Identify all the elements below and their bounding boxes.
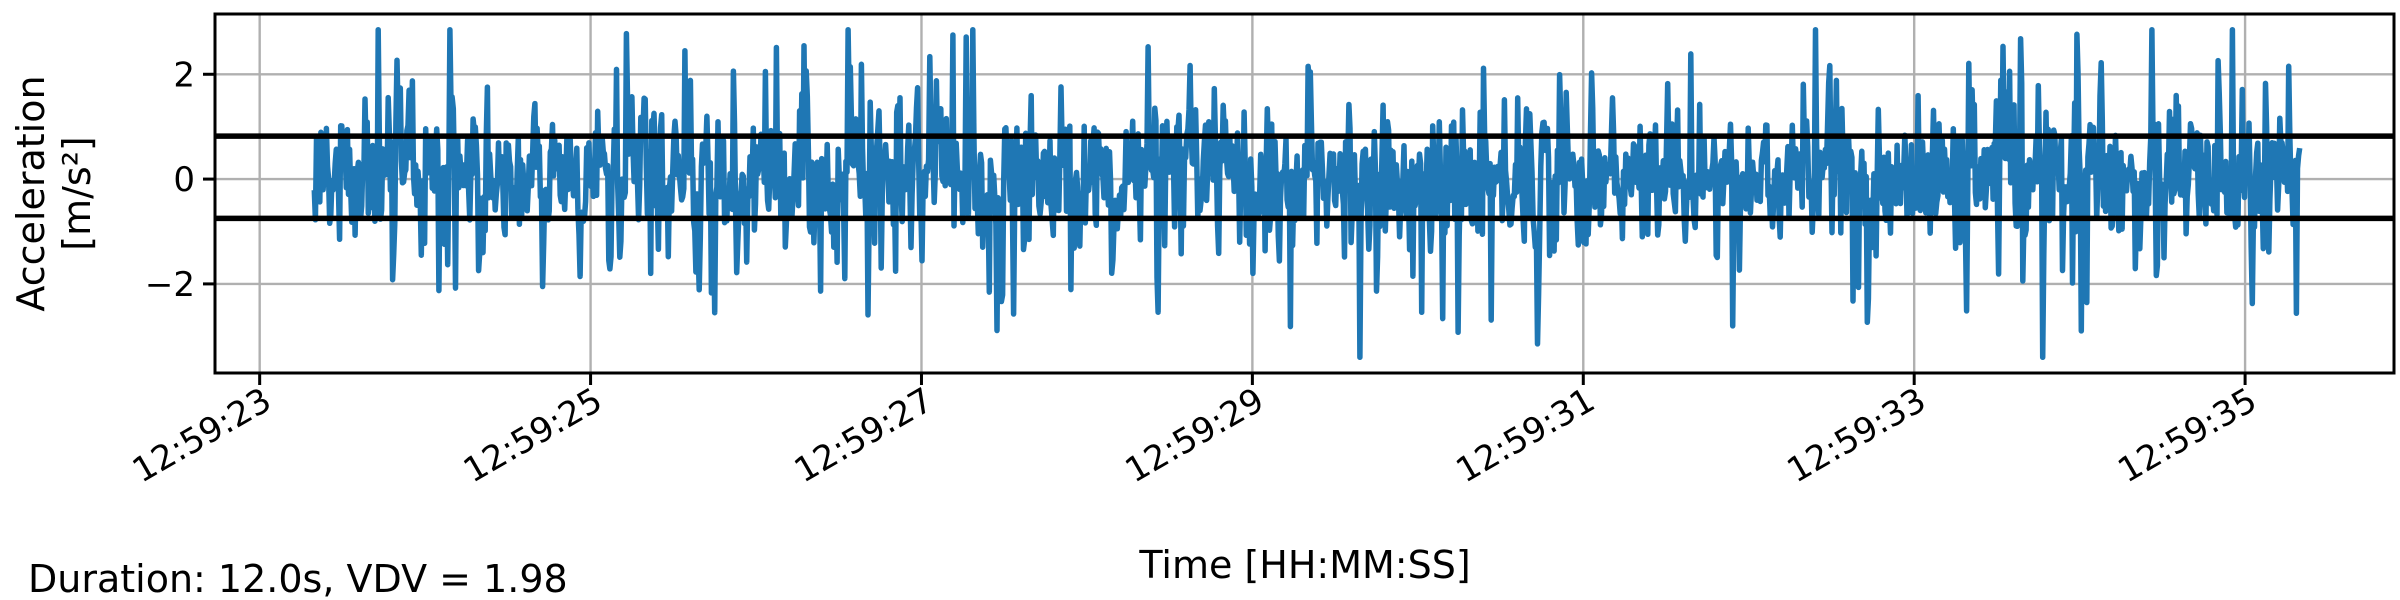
x-axis-label: Time [HH:MM:SS] bbox=[1138, 543, 1470, 587]
x-tick-label: 12:59:31 bbox=[1450, 380, 1602, 491]
y-tick-label: −2 bbox=[145, 265, 195, 305]
x-tick-label: 12:59:23 bbox=[126, 380, 278, 491]
x-tick-label: 12:59:27 bbox=[788, 380, 940, 491]
y-axis-label-line2: [m/s²] bbox=[55, 136, 99, 251]
x-tick-label: 12:59:29 bbox=[1119, 380, 1271, 491]
x-axis-ticks: 12:59:23 12:59:25 12:59:27 12:59:29 12:59:31… bbox=[126, 373, 2264, 491]
y-axis-label-line1: Acceleration bbox=[9, 75, 53, 311]
y-tick-label: 2 bbox=[173, 55, 195, 95]
x-tick-label: 12:59:33 bbox=[1780, 380, 1932, 491]
threshold-lines bbox=[215, 133, 2394, 222]
duration-vdv-annotation: Duration: 12.0s, VDV = 1.98 bbox=[28, 557, 568, 600]
x-tick-label: 12:59:25 bbox=[457, 380, 609, 491]
plot-frame bbox=[213, 12, 2396, 375]
acceleration-series-line bbox=[311, 26, 2303, 361]
x-tick-label: 12:59:35 bbox=[2111, 380, 2263, 491]
y-axis-ticks: −2 0 2 bbox=[145, 55, 215, 305]
signal-series bbox=[311, 26, 2303, 361]
y-tick-label: 0 bbox=[173, 160, 195, 200]
